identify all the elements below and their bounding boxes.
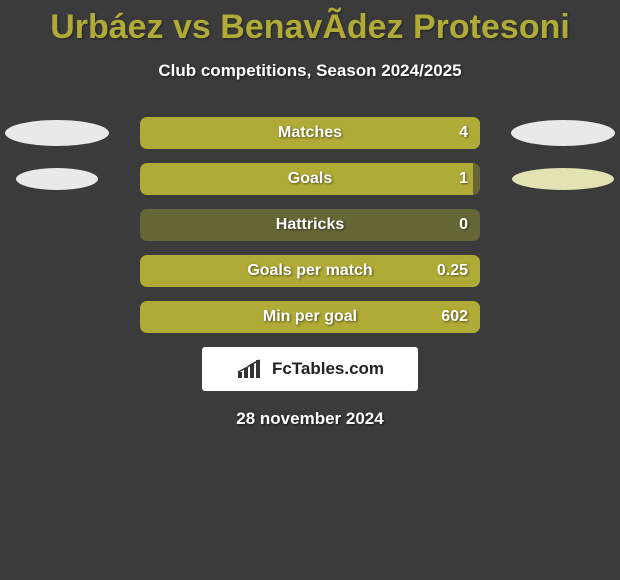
left-ellipse-slot	[2, 120, 112, 146]
stat-row: Hattricks 0	[0, 209, 620, 241]
stat-value: 0	[459, 216, 468, 234]
stat-value: 602	[441, 308, 468, 326]
stat-bar: Min per goal 602	[140, 301, 480, 333]
stat-row: Goals 1	[0, 163, 620, 195]
fctables-logo-text: FcTables.com	[272, 359, 384, 379]
right-ellipse	[512, 168, 614, 190]
stat-bar: Hattricks 0	[140, 209, 480, 241]
bar-chart-icon	[236, 358, 266, 380]
stat-value: 0.25	[437, 262, 468, 280]
stat-label: Min per goal	[263, 308, 357, 326]
stat-bar: Goals per match 0.25	[140, 255, 480, 287]
right-ellipse	[511, 120, 615, 146]
stat-bar: Goals 1	[140, 163, 480, 195]
left-ellipse	[5, 120, 109, 146]
stat-label: Goals per match	[247, 262, 372, 280]
stat-row: Matches 4	[0, 117, 620, 149]
stat-row: Min per goal 602	[0, 301, 620, 333]
snapshot-date: 28 november 2024	[0, 409, 620, 429]
stat-label: Matches	[278, 124, 342, 142]
right-ellipse-slot	[508, 120, 618, 146]
competition-subtitle: Club competitions, Season 2024/2025	[0, 61, 620, 81]
comparison-title: Urbáez vs BenavÃ­dez Protesoni	[0, 0, 620, 47]
stats-rows: Matches 4 Goals 1 Hattricks 0 Goals per match 0…	[0, 117, 620, 333]
left-ellipse	[16, 168, 98, 190]
stat-row: Goals per match 0.25	[0, 255, 620, 287]
stat-bar: Matches 4	[140, 117, 480, 149]
right-ellipse-slot	[508, 168, 618, 190]
stat-value: 4	[459, 124, 468, 142]
stat-label: Goals	[288, 170, 332, 188]
stat-label: Hattricks	[276, 216, 344, 234]
fctables-logo-card: FcTables.com	[202, 347, 418, 391]
left-ellipse-slot	[2, 168, 112, 190]
stat-value: 1	[459, 170, 468, 188]
